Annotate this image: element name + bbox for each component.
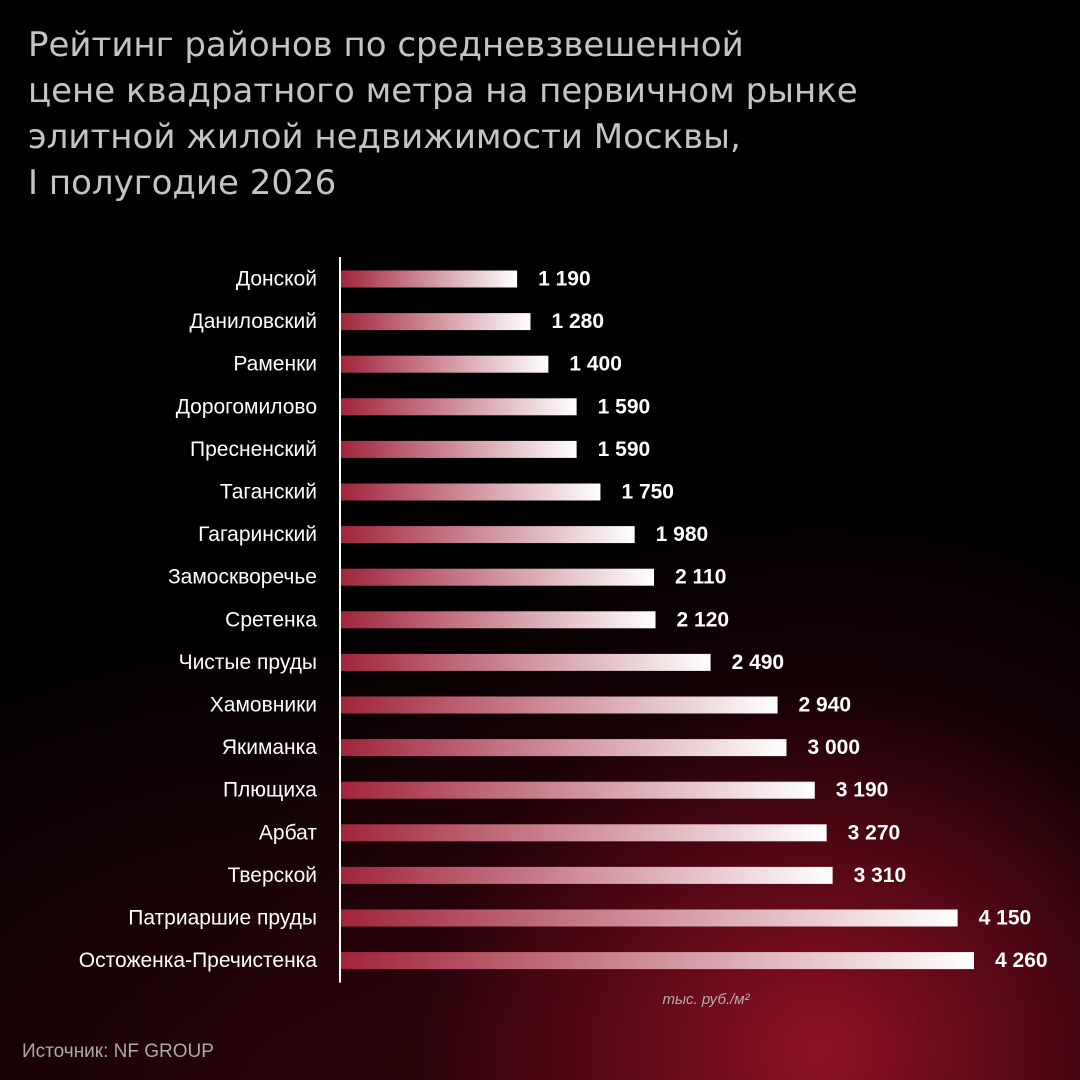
category-label: Плющиха (223, 779, 317, 802)
category-label: Замоскворечье (168, 566, 317, 589)
bar (340, 483, 601, 501)
bar (340, 398, 577, 416)
bar (340, 526, 635, 544)
bars-layer: Донской 1 190 Даниловский 1 280 Раменки 1 400… (79, 268, 1048, 973)
chart-title: Рейтинг районов по средневзвешенной цене… (28, 22, 1048, 206)
bar (340, 781, 815, 799)
value-label: 2 490 (732, 651, 785, 674)
bar (340, 270, 518, 288)
category-label: Тверской (227, 864, 317, 887)
category-label: Сретенка (225, 608, 317, 631)
value-label: 3 000 (807, 736, 860, 759)
bar (340, 824, 827, 842)
category-label: Донской (236, 268, 317, 291)
value-label: 4 260 (995, 949, 1048, 972)
bar (340, 355, 549, 373)
category-label: Гагаринский (198, 523, 317, 546)
value-label: 1 280 (551, 310, 604, 333)
source-note: Источник: NF GROUP (22, 1041, 214, 1062)
category-label: Даниловский (190, 310, 317, 333)
value-label: 1 590 (598, 438, 651, 461)
value-label: 3 270 (848, 821, 901, 844)
value-label: 1 590 (598, 395, 651, 418)
title-line-3: элитной жилой недвижимости Москвы, (28, 117, 741, 157)
category-label: Арбат (259, 821, 317, 844)
value-label: 1 190 (538, 268, 591, 291)
value-label: 2 120 (677, 608, 730, 631)
category-label: Таганский (220, 481, 317, 504)
value-label: 1 400 (569, 353, 622, 376)
category-label: Дорогомилово (176, 395, 317, 418)
title-line-4: I полугодие 2026 (28, 163, 337, 203)
bar (340, 611, 656, 629)
unit-label: тыс. руб./м² (662, 991, 750, 1008)
bar (340, 696, 778, 714)
value-label: 1 750 (621, 481, 674, 504)
title-line-1: Рейтинг районов по средневзвешенной (28, 25, 744, 65)
category-label: Чистые пруды (179, 651, 317, 674)
bar (340, 739, 787, 757)
bar (340, 866, 833, 884)
bar (340, 909, 958, 927)
category-label: Якиманка (222, 736, 317, 759)
value-label: 2 940 (799, 694, 852, 717)
bar (340, 313, 531, 331)
category-label: Хамовники (210, 694, 317, 717)
value-label: 1 980 (656, 523, 709, 546)
bar (340, 653, 711, 671)
category-label: Патриаршие пруды (128, 907, 317, 930)
category-label: Пресненский (190, 438, 317, 461)
value-label: 3 190 (836, 779, 889, 802)
value-label: 3 310 (854, 864, 907, 887)
category-label: Раменки (233, 353, 317, 376)
bar (340, 952, 974, 970)
bar (340, 440, 577, 458)
value-label: 4 150 (979, 907, 1032, 930)
value-label: 2 110 (675, 566, 726, 589)
category-label: Остоженка-Пречистенка (79, 949, 318, 972)
title-line-2: цене квадратного метра на первичном рынк… (28, 71, 858, 111)
bar (340, 568, 655, 586)
